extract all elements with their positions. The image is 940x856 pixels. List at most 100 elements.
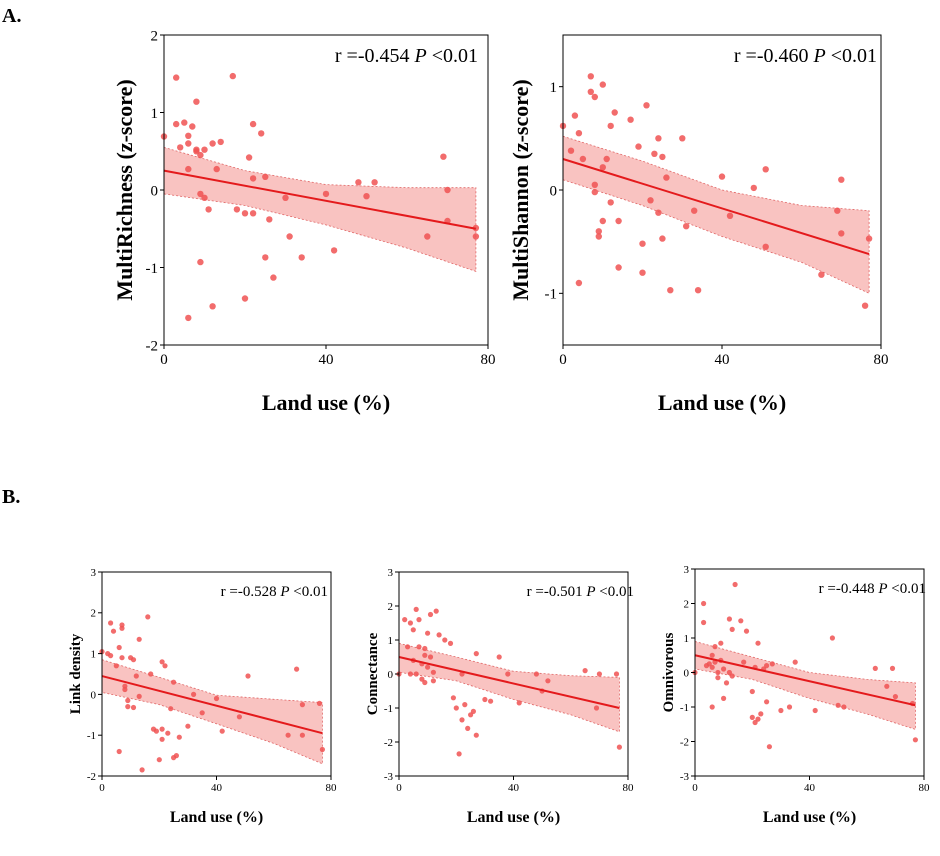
stats-annotation: r =-0.460 P <0.01	[734, 45, 877, 67]
chart-shannon: 0 40 80 -1 0 1 Land use (%) MultiShannon (z-sco…	[508, 34, 889, 415]
data-point	[262, 173, 269, 180]
y-tick-label: 3	[684, 564, 690, 576]
data-point	[718, 173, 726, 180]
y-tick-label: 2	[91, 608, 97, 620]
data-point	[615, 264, 622, 271]
data-point	[189, 123, 196, 130]
data-point	[130, 657, 137, 663]
data-point	[430, 669, 436, 675]
data-point	[148, 671, 154, 677]
data-point	[701, 619, 707, 626]
data-point	[262, 254, 269, 261]
data-point	[752, 719, 758, 726]
data-point	[139, 767, 145, 773]
data-point	[197, 190, 204, 198]
data-point	[591, 188, 598, 196]
data-point	[709, 704, 715, 710]
x-tick-label: 40	[715, 352, 730, 368]
data-point	[125, 704, 131, 710]
data-point	[442, 637, 448, 643]
data-point	[171, 679, 177, 685]
data-point	[363, 193, 370, 200]
data-point	[615, 217, 622, 225]
data-point	[245, 673, 251, 679]
data-point	[607, 122, 614, 130]
y-tick-label: 3	[388, 567, 394, 579]
data-point	[861, 302, 869, 309]
data-point	[122, 686, 128, 693]
data-point	[892, 694, 899, 700]
data-point	[136, 636, 142, 642]
x-axis-title: Land use (%)	[763, 809, 856, 826]
data-point	[587, 73, 594, 80]
data-point	[712, 644, 718, 650]
x-tick-label: 80	[623, 782, 635, 794]
data-point	[729, 626, 735, 633]
data-point	[709, 664, 715, 670]
data-point	[505, 671, 511, 677]
regression-line	[562, 158, 870, 256]
y-tick-label: -3	[680, 771, 690, 783]
chart-omnivorous: 0 40 80 -3 -2 -1 0 1 2 3 Land use (%) Omnivorous r =…	[661, 564, 930, 826]
y-tick-label: 0	[151, 183, 159, 199]
y-tick-label: -2	[87, 771, 96, 783]
data-point	[812, 707, 818, 714]
data-point	[750, 184, 757, 192]
data-point	[440, 153, 447, 160]
data-point	[647, 197, 654, 204]
data-point	[165, 730, 171, 736]
x-tick-label: 0	[396, 782, 402, 794]
x-tick-label: 80	[481, 352, 496, 368]
data-point	[444, 186, 451, 194]
data-point	[706, 661, 712, 667]
data-point	[533, 671, 540, 677]
data-point	[473, 732, 479, 738]
data-point	[749, 688, 755, 695]
data-point	[587, 88, 594, 96]
data-point	[213, 695, 220, 702]
data-point	[516, 700, 522, 706]
x-axis-title: Land use (%)	[262, 390, 390, 415]
data-point	[488, 698, 494, 704]
data-point	[726, 669, 733, 676]
confidence-band	[694, 640, 916, 730]
data-point	[613, 671, 620, 677]
correlation-r: r =-0.460	[734, 45, 814, 67]
data-point	[567, 147, 575, 154]
data-point	[834, 207, 841, 214]
data-point	[709, 652, 715, 658]
data-point	[185, 165, 192, 173]
data-point	[453, 705, 459, 711]
data-point	[743, 628, 750, 634]
data-point	[371, 179, 378, 186]
p-value: <0.01	[596, 584, 634, 600]
data-point	[764, 663, 770, 669]
data-point	[249, 175, 257, 182]
data-point	[430, 678, 436, 684]
data-point	[197, 258, 204, 266]
data-point	[425, 664, 431, 670]
data-point	[422, 652, 428, 658]
x-tick-label: 40	[211, 782, 223, 794]
data-point	[889, 665, 896, 672]
data-point	[792, 659, 798, 665]
y-tick-label: -1	[384, 703, 393, 715]
data-point	[595, 233, 602, 240]
data-point	[162, 663, 168, 669]
data-point	[545, 678, 551, 684]
y-axis-title: MultiRichness (z-score)	[112, 79, 137, 300]
data-point	[721, 666, 727, 672]
x-tick-label: 40	[319, 352, 334, 368]
correlation-r: r =-0.528	[221, 584, 281, 600]
data-point	[579, 155, 587, 163]
data-point	[266, 216, 273, 223]
data-point	[233, 206, 241, 213]
data-point	[322, 190, 330, 198]
data-point	[416, 644, 422, 650]
x-tick-label: 80	[326, 782, 338, 794]
data-point	[571, 112, 579, 119]
data-point	[473, 651, 479, 657]
y-tick-label: 1	[550, 80, 558, 96]
data-point	[199, 710, 205, 716]
data-point	[723, 680, 730, 686]
